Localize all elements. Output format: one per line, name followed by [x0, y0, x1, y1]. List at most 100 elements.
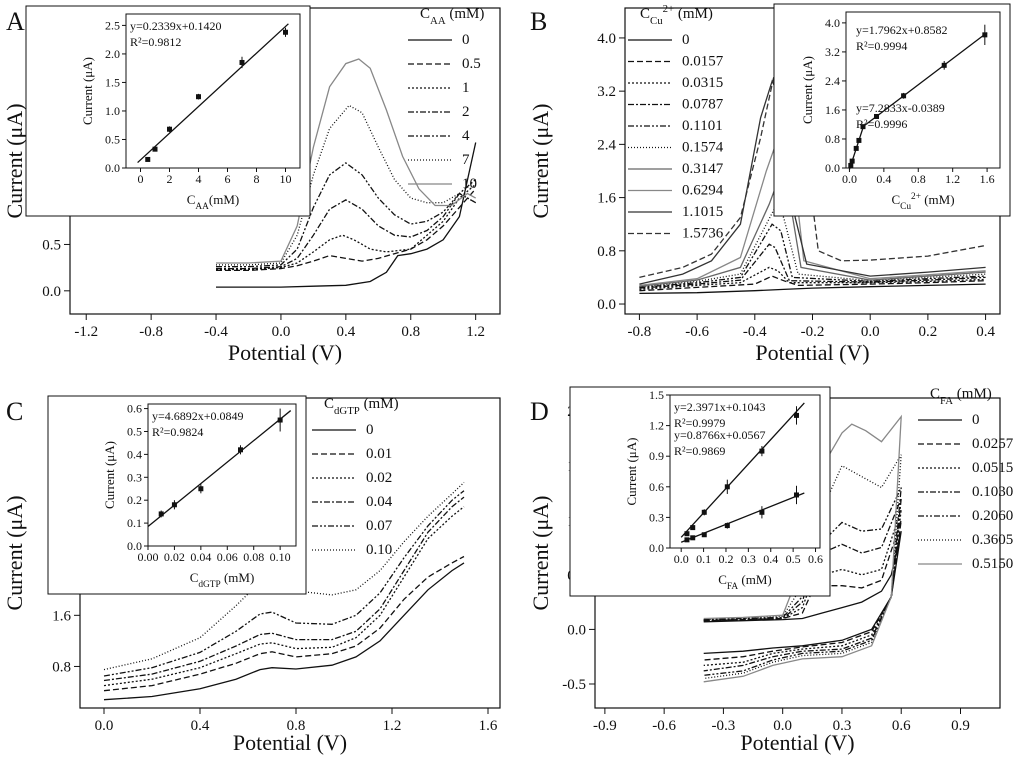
y-tick-label: 0.0 [567, 622, 586, 638]
legend-label: 0 [462, 32, 470, 48]
series-line-0 [703, 531, 902, 655]
inset-y-tick-label: 0.5 [127, 424, 142, 438]
inset-r2-2: R²=0.9869 [674, 444, 725, 458]
inset-frame [669, 394, 821, 549]
x-tick-label: 0.4 [191, 718, 210, 734]
inset-point [941, 62, 947, 68]
series-group [103, 481, 465, 701]
legend-label: 0.6294 [682, 183, 724, 199]
x-tick-label: -0.6 [685, 324, 709, 340]
inset-point [874, 113, 880, 119]
x-tick-label: 0.2 [919, 324, 938, 340]
inset-point [724, 484, 730, 490]
y-tick-label: 0.8 [597, 244, 616, 260]
panel-c: C 0.00.40.81.21.60.81.62.43.24.04.8Poten… [2, 395, 501, 755]
inset-point [238, 447, 243, 453]
inset-point [239, 59, 245, 65]
series-line-0 [639, 283, 986, 295]
x-tick-label: 0.0 [95, 718, 114, 734]
legend-label: 0.1574 [682, 140, 724, 156]
x-tick-label: -0.4 [204, 324, 228, 340]
inset-x-axis-label: CdGTP (mM) [190, 570, 255, 590]
y-axis-label: Current (μA) [2, 495, 27, 610]
inset-point [724, 523, 730, 529]
series-line-0.07 [103, 490, 465, 677]
series-line-2 [216, 179, 477, 270]
series-line-0.02 [103, 506, 465, 687]
panel-label-b: B [530, 7, 547, 36]
inset-point [283, 29, 288, 35]
series-line-0.10 [103, 481, 465, 671]
series-line-10 [216, 58, 477, 264]
y-axis-label: Current (μA) [528, 495, 553, 610]
inset-x-tick-label: 0.8 [911, 172, 926, 186]
legend-label: 0.07 [366, 518, 393, 534]
series-line-0.0157 [639, 275, 986, 292]
inset-y-tick-label: 0.4 [127, 447, 142, 461]
inset-x-tick-label: 0.3 [741, 552, 756, 566]
x-tick-label: 1.2 [466, 324, 485, 340]
inset-x-axis-label: CFA (mM) [718, 572, 772, 592]
legend-label: 2 [462, 104, 470, 120]
inset-y-tick-label: 4.0 [825, 16, 840, 30]
legend-label: 0.0787 [682, 97, 724, 113]
inset-point [152, 146, 158, 152]
inset-y-tick-label: 1.2 [649, 419, 664, 433]
inset-x-tick-label: 1.6 [980, 172, 995, 186]
series-line-0 [103, 562, 465, 701]
x-tick-label: -0.4 [743, 324, 767, 340]
inset-point [856, 137, 862, 143]
inset-y-tick-label: 0.2 [127, 493, 142, 507]
x-tick-label: 0.0 [272, 324, 291, 340]
series-line-0.1101 [639, 223, 986, 289]
inset-fit-line [861, 32, 988, 129]
inset-x-tick-label: 0.5 [786, 552, 801, 566]
inset-point [901, 93, 907, 99]
x-tick-label: 0.0 [773, 718, 792, 734]
inset-x-tick-label: 0.08 [243, 550, 264, 564]
legend-label: 4 [462, 128, 470, 144]
inset-x-tick-label: 0.02 [164, 550, 185, 564]
inset-x-axis-label: CCu2+ (mM) [891, 192, 954, 212]
panel-label-d: D [530, 397, 549, 426]
series-line-0.04 [103, 496, 465, 682]
legend-title: CCu2+ (mM) [640, 3, 713, 27]
legend-label: 0.5 [462, 56, 481, 72]
inset-point [793, 412, 799, 418]
inset-point [849, 158, 855, 164]
inset-y-tick-label: 0.3 [127, 470, 142, 484]
x-tick-label: -0.8 [139, 324, 163, 340]
legend-label: 7 [462, 152, 470, 168]
y-tick-label: 1.6 [597, 191, 616, 207]
inset-x-tick-label: 0.6 [808, 552, 823, 566]
inset-r2: R²=0.9979 [674, 416, 725, 430]
legend-label: 0.0157 [682, 54, 724, 70]
inset-point [848, 162, 854, 168]
series-group [216, 58, 477, 288]
x-tick-label: -0.9 [593, 718, 617, 734]
inset-y-tick-label: 0.3 [649, 510, 664, 524]
panel-d-plot: -0.9-0.6-0.30.00.30.60.9-0.50.00.51.01.5… [528, 386, 1014, 755]
inset-equation: y=0.2339x+0.1420 [130, 19, 222, 33]
legend-title: CAA (mM) [420, 6, 484, 27]
inset-x-tick-label: 10 [280, 172, 292, 186]
x-tick-label: 0.8 [287, 718, 306, 734]
inset-y-tick-label: 0.6 [649, 480, 664, 494]
x-tick-label: -1.2 [74, 324, 98, 340]
inset-x-tick-label: 8 [254, 172, 260, 186]
x-tick-label: 1.2 [383, 718, 402, 734]
inset-y-tick-label: 0.1 [127, 516, 142, 530]
panel-d: D -0.9-0.6-0.30.00.30.60.9-0.50.00.51.01… [528, 386, 1014, 755]
legend-label: 0.2060 [972, 508, 1013, 524]
inset-y-tick-label: 1.5 [105, 75, 120, 89]
inset-y-tick-label: 0.0 [105, 161, 120, 175]
inset-y-tick-label: 0.9 [649, 449, 664, 463]
inset-y-axis-label: Current (μA) [800, 56, 815, 124]
x-tick-label: 0.9 [951, 718, 970, 734]
series-line-0.2060 [703, 487, 902, 676]
y-tick-label: 0.5 [42, 237, 61, 253]
inset-y-tick-label: 0.0 [649, 541, 664, 555]
inset-x-tick-label: 0.2 [718, 552, 733, 566]
inset-point [684, 531, 690, 537]
inset-y-tick-label: 1.5 [649, 388, 664, 402]
